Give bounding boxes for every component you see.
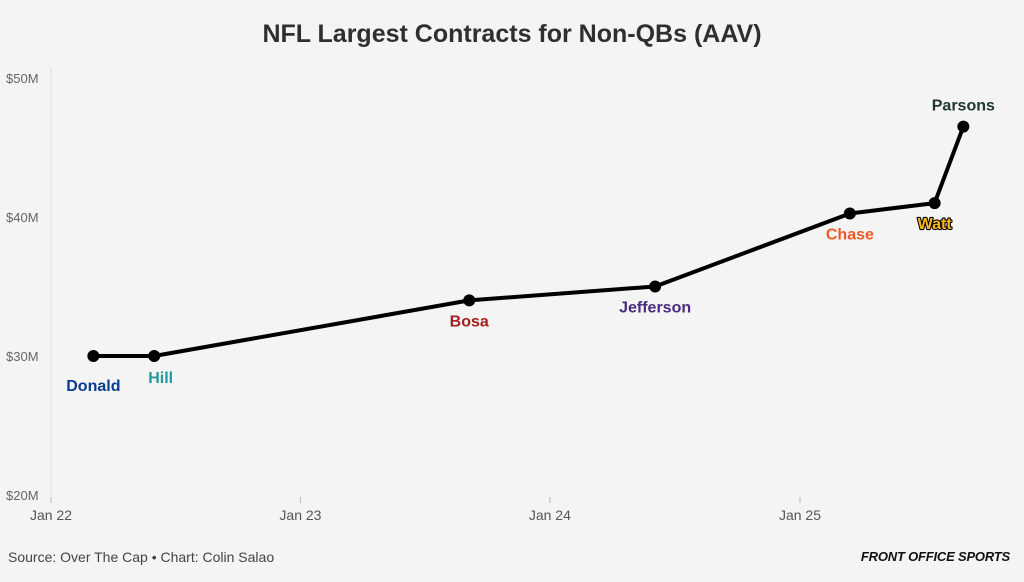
- x-axis-ticks: Jan 22 Jan 23 Jan 24 Jan 25: [30, 497, 821, 523]
- data-point-watt: [928, 197, 941, 210]
- x-tick-label: Jan 23: [279, 507, 321, 523]
- y-axis-ticks: $20M $30M $40M $50M: [6, 71, 39, 503]
- x-tick-label: Jan 22: [30, 507, 72, 523]
- brand-logo: FRONT OFFICE SPORTS: [860, 549, 1010, 564]
- data-point-jefferson: [649, 280, 662, 293]
- data-label-watt: Watt: [918, 216, 953, 233]
- chart-title: NFL Largest Contracts for Non-QBs (AAV): [262, 20, 762, 48]
- data-labels: Donald Hill Bosa Jefferson Chase Watt Parsons: [66, 98, 995, 395]
- y-tick-label: $50M: [6, 71, 39, 86]
- data-label-hill: Hill: [148, 370, 173, 387]
- data-label-jefferson: Jefferson: [619, 300, 691, 317]
- y-tick-label: $20M: [6, 488, 39, 503]
- data-points: [87, 120, 970, 362]
- data-label-parsons: Parsons: [932, 98, 995, 115]
- x-tick-label: Jan 25: [779, 507, 821, 523]
- source-credit: Source: Over The Cap • Chart: Colin Sala…: [8, 549, 275, 565]
- data-point-donald: [87, 350, 100, 362]
- data-label-bosa: Bosa: [450, 313, 489, 330]
- data-label-donald: Donald: [66, 378, 120, 395]
- x-tick-label: Jan 24: [529, 507, 571, 523]
- data-point-chase: [843, 207, 856, 220]
- data-point-hill: [148, 350, 161, 362]
- data-point-bosa: [463, 294, 476, 307]
- y-tick-label: $40M: [6, 210, 39, 225]
- data-label-chase: Chase: [826, 227, 874, 244]
- data-point-parsons: [957, 120, 970, 133]
- y-tick-label: $30M: [6, 349, 39, 364]
